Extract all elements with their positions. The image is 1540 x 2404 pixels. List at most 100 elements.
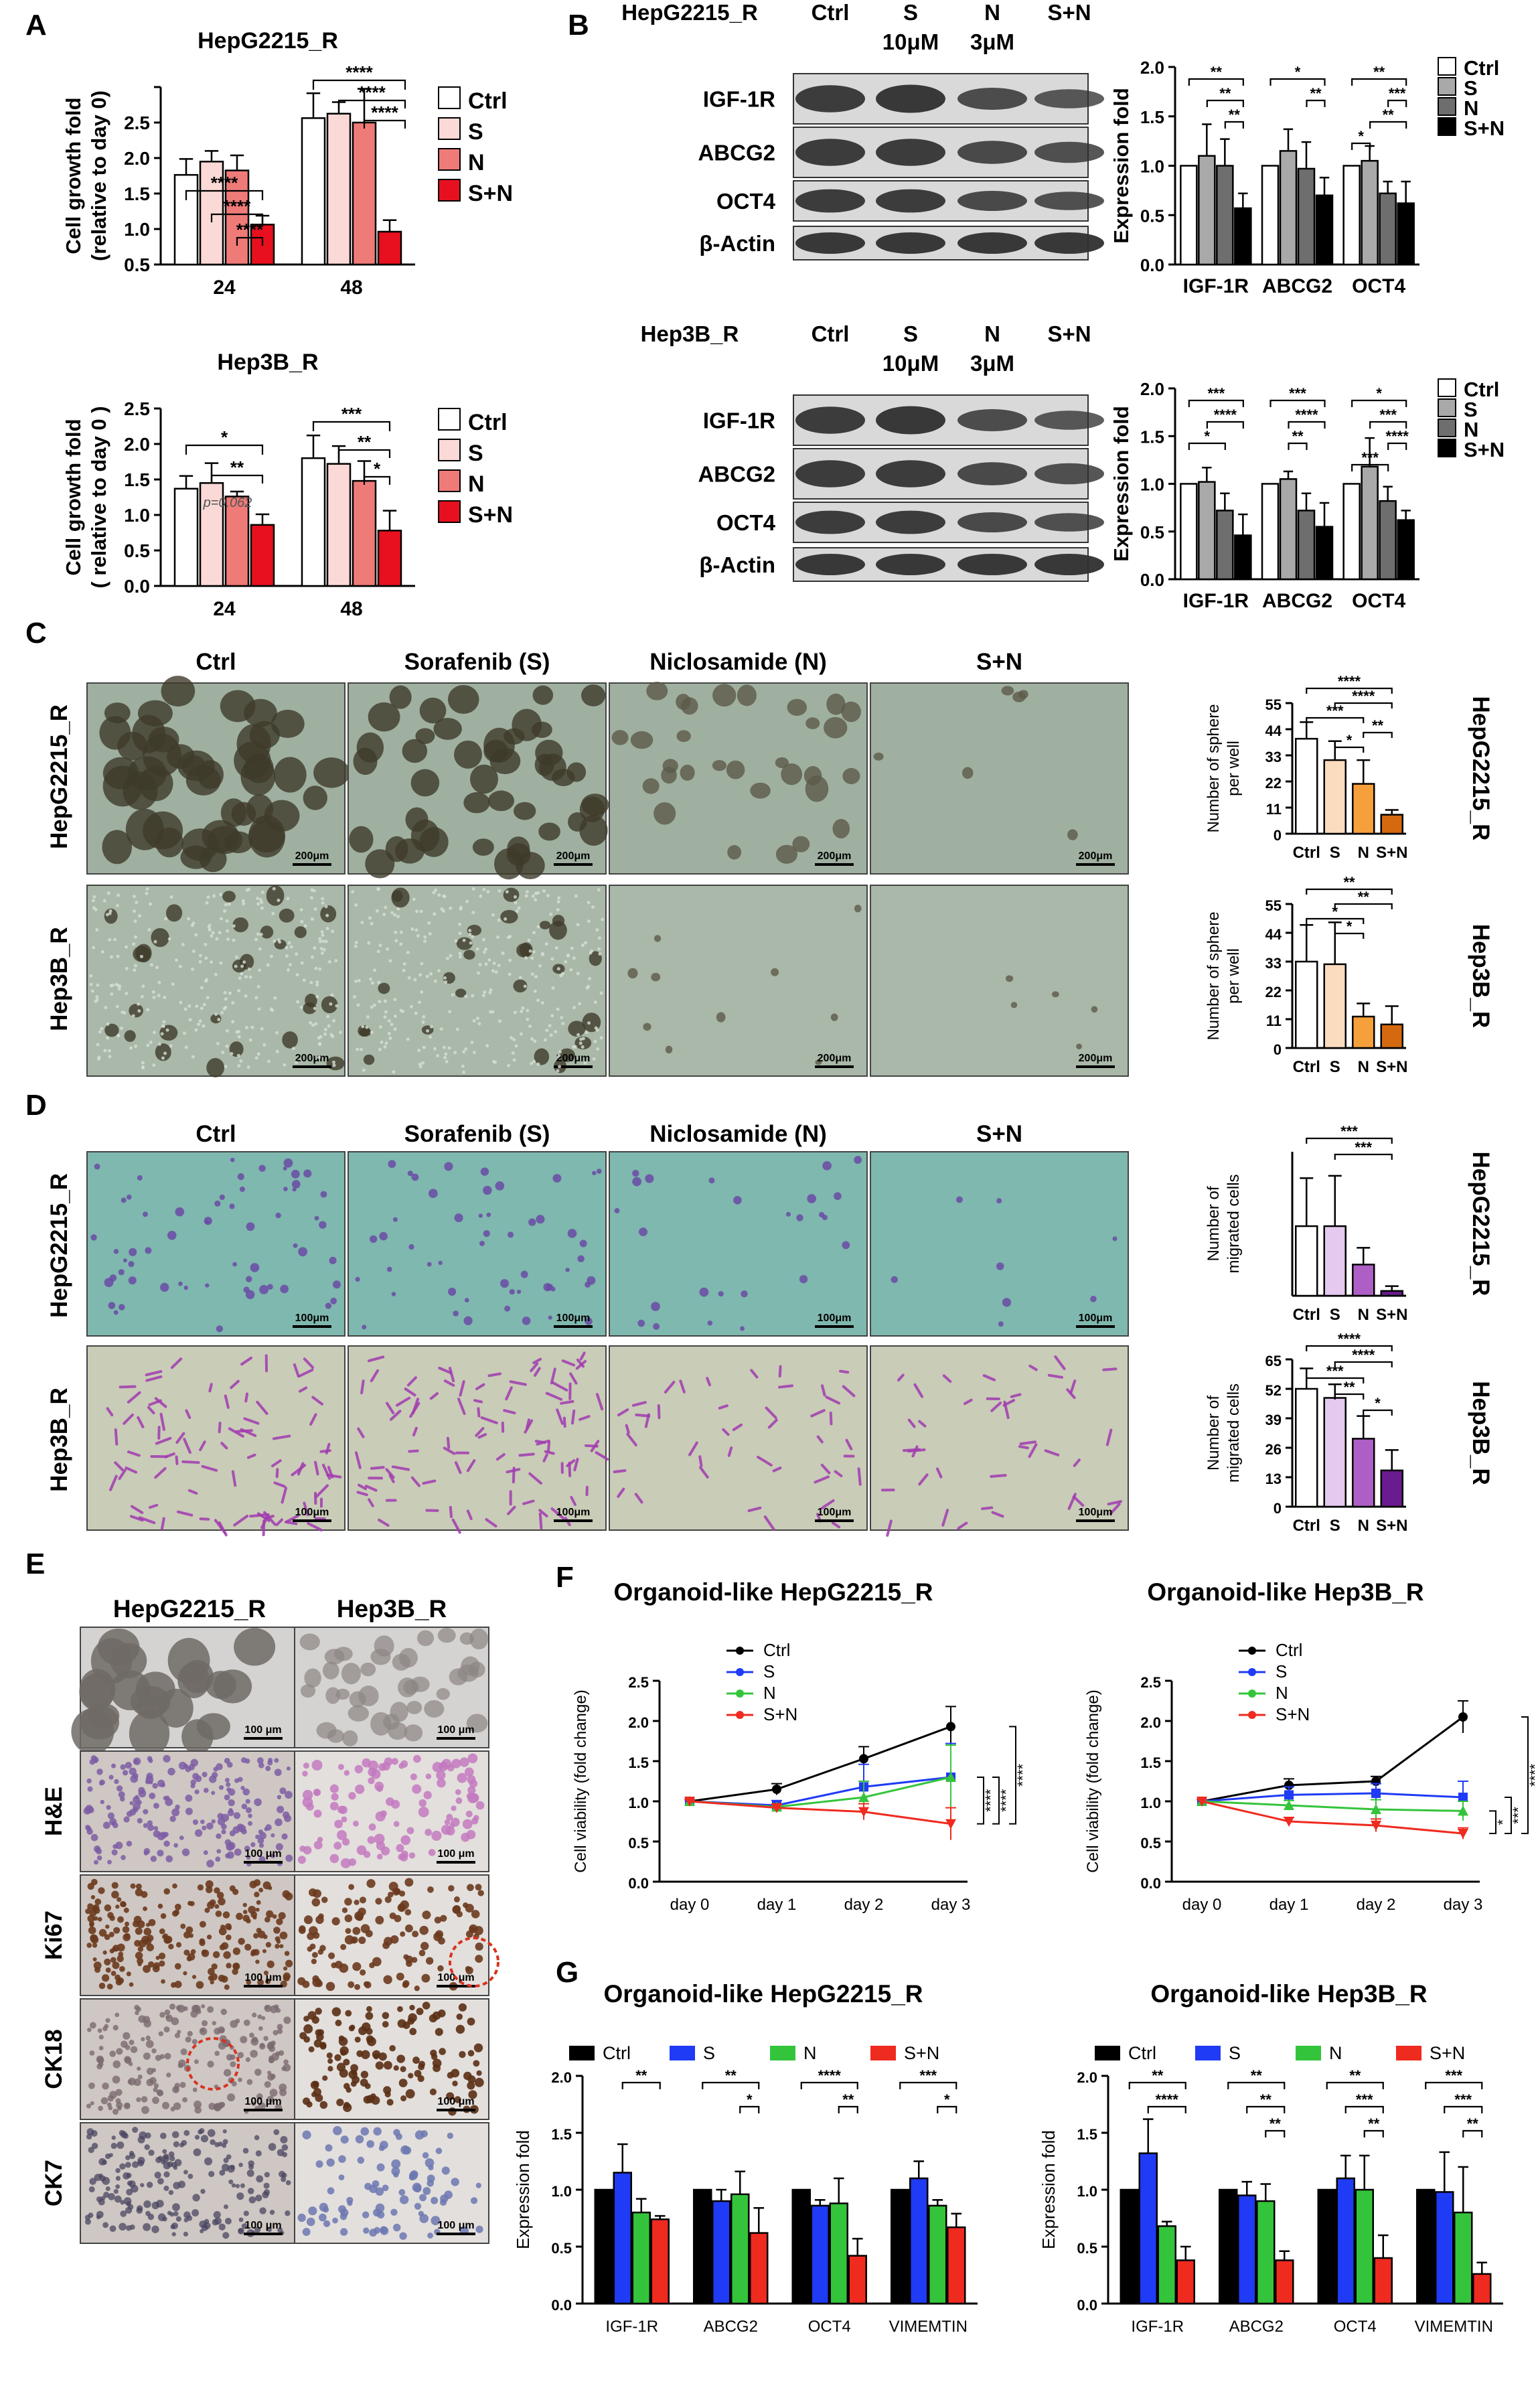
cell (265, 1941, 272, 1948)
cell (236, 2192, 244, 2200)
cell (400, 1850, 408, 1858)
sig-bracket (185, 190, 264, 200)
cell (285, 2180, 291, 2186)
sig-label: ** (1219, 85, 1231, 102)
row-label: Ki67 (41, 1910, 67, 1960)
cell (337, 1764, 344, 1771)
migrated-cell (1072, 1495, 1085, 1507)
cell (109, 2050, 117, 2057)
cell-debris (315, 980, 319, 984)
cell (467, 1775, 476, 1785)
cell-debris (556, 967, 560, 971)
bar (1261, 483, 1280, 581)
cell (478, 1213, 483, 1218)
sig-label: **** (371, 102, 398, 123)
micrograph: 100 μm (71, 1627, 297, 1757)
cell (113, 1310, 119, 1315)
panel-letter: A (25, 9, 47, 42)
sphere (775, 844, 798, 864)
cell (221, 1975, 228, 1983)
cell (315, 1915, 324, 1925)
cell (382, 2021, 389, 2028)
cell (151, 2048, 157, 2054)
sphere (363, 1054, 375, 1065)
cell-debris (449, 954, 453, 958)
migrated-cell (839, 1369, 850, 1374)
cell (92, 1943, 98, 1948)
cell (153, 1803, 159, 1809)
cell (277, 2227, 283, 2233)
cell-debris (230, 1051, 234, 1055)
cell (274, 1769, 282, 1777)
cell-debris (225, 1029, 229, 1033)
sphere (516, 943, 532, 958)
sphere (294, 926, 307, 938)
cell (267, 1760, 273, 1766)
cell (159, 2132, 167, 2139)
cell-debris (393, 998, 397, 1002)
cell-debris (413, 978, 417, 982)
sphere (805, 717, 820, 729)
migrated-cell (635, 1413, 651, 1418)
cell (171, 2131, 179, 2139)
column-header: Ctrl (196, 1121, 236, 1147)
cell (448, 1885, 455, 1892)
legend-label: S (1276, 1661, 1287, 1681)
sphere (643, 1023, 651, 1031)
cell (343, 1770, 350, 1776)
cell (204, 1907, 210, 1913)
blot-band (876, 510, 945, 534)
cell (199, 2128, 205, 2134)
cell-debris (384, 1010, 388, 1014)
cell (243, 2210, 249, 2217)
migrated-cell (260, 1513, 270, 1529)
cell-debris (262, 1043, 266, 1047)
series-line (1201, 1800, 1464, 1812)
point (1371, 1821, 1381, 1831)
cell (139, 2131, 147, 2139)
cell (233, 1812, 241, 1819)
migrated-cell (357, 1427, 365, 1438)
migrated-cell (918, 1473, 929, 1486)
micrograph-frame (348, 1151, 607, 1337)
migrated-cell (631, 1401, 647, 1407)
migrated-cell (164, 1452, 175, 1458)
migrated-cell (1109, 1503, 1121, 1515)
sig-label: *** (1510, 1807, 1527, 1824)
cell-debris (271, 911, 275, 915)
cell (315, 1980, 323, 1987)
cell (191, 2038, 198, 2044)
micrograph-frame (294, 1750, 489, 1872)
blot-band (876, 84, 945, 113)
cell (632, 1177, 641, 1187)
cell (229, 1203, 235, 1209)
cell-debris (96, 1043, 100, 1047)
cell (1090, 1296, 1097, 1302)
migrated-cell (446, 1436, 451, 1449)
cell (268, 2143, 277, 2151)
cell (338, 2174, 345, 2181)
cell (388, 1160, 396, 1169)
cell-debris (390, 911, 394, 915)
cell (412, 2056, 420, 2064)
cell (135, 1951, 143, 1960)
legend-label: Ctrl (763, 1640, 790, 1660)
y-tick-label: 1.0 (551, 2183, 572, 2200)
cell (194, 1829, 203, 1837)
migrated-cell (199, 1440, 206, 1452)
cell (375, 2061, 384, 2070)
cell (565, 1268, 570, 1272)
sig-label: * (1346, 918, 1353, 935)
bar (301, 117, 326, 266)
sphere (110, 1643, 147, 1679)
bar (1216, 165, 1234, 266)
cell (228, 1808, 233, 1813)
cell (153, 1826, 159, 1831)
x-tick-label: 24 (213, 598, 236, 620)
legend-label: N (1276, 1683, 1288, 1703)
scalebar-label: 100 μm (437, 1848, 474, 1860)
cell-debris (518, 976, 522, 980)
y-tick-label: 0.5 (1077, 2240, 1097, 2257)
migrated-cell (688, 1441, 698, 1456)
